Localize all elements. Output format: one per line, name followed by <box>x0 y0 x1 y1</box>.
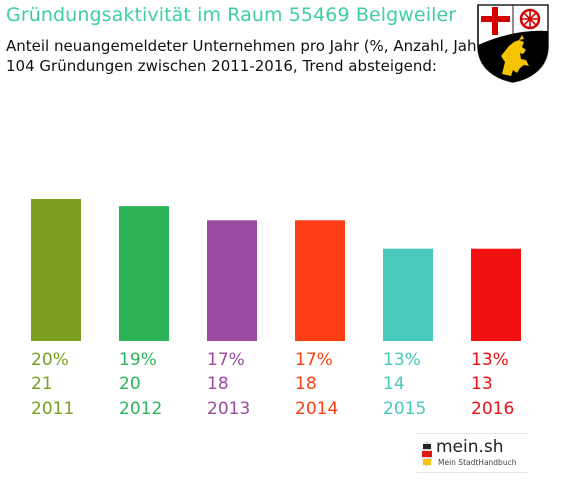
year-label: 2015 <box>383 399 426 419</box>
bar-2014 <box>295 220 345 341</box>
chart-subtitle: Anteil neuangemeldeter Unternehmen pro J… <box>6 37 489 55</box>
percent-label: 13% <box>383 350 421 370</box>
bar-2012 <box>119 206 169 341</box>
percent-label: 17% <box>207 350 245 370</box>
count-label: 18 <box>295 374 317 394</box>
count-label: 13 <box>471 374 493 394</box>
count-label: 21 <box>31 374 53 394</box>
year-label: 2011 <box>31 399 74 419</box>
rhineland-palatinate-coat-of-arms-icon <box>477 4 549 83</box>
bar-2011 <box>31 199 81 341</box>
bar-2016 <box>471 248 521 341</box>
count-label: 20 <box>119 374 141 394</box>
percent-label: 19% <box>119 350 157 370</box>
chart-summary: 104 Gründungen zwischen 2011-2016, Trend… <box>6 57 437 75</box>
bar-2015 <box>383 248 433 341</box>
year-label: 2012 <box>119 399 162 419</box>
germany-map-icon <box>422 441 432 467</box>
mein-sh-logo: mein.sh Mein StadtHandbuch <box>417 433 527 473</box>
logo-name: mein.sh <box>436 437 504 457</box>
percent-label: 20% <box>31 350 69 370</box>
percent-label: 13% <box>471 350 509 370</box>
year-label: 2014 <box>295 399 338 419</box>
count-label: 14 <box>383 374 405 394</box>
year-label: 2013 <box>207 399 250 419</box>
bar-2013 <box>207 220 257 341</box>
chart-title: Gründungsaktivität im Raum 55469 Belgwei… <box>6 4 457 26</box>
percent-label: 17% <box>295 350 333 370</box>
year-label: 2016 <box>471 399 514 419</box>
logo-tagline: Mein StadtHandbuch <box>438 458 517 467</box>
count-label: 18 <box>207 374 229 394</box>
